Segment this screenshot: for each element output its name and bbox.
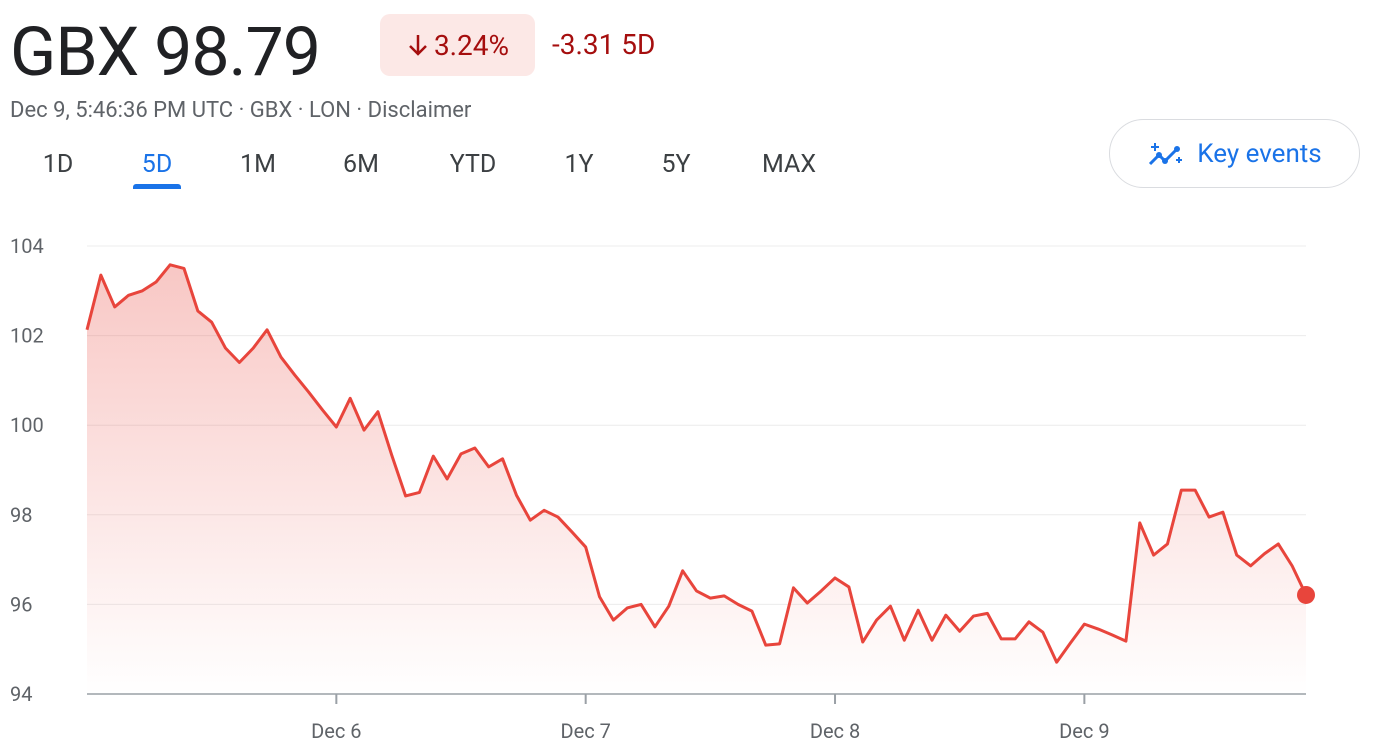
change-percent: 3.24% <box>433 28 510 62</box>
range-tab[interactable]: 6M <box>343 150 379 179</box>
change-period: 5D <box>621 28 656 61</box>
change-amount: -3.31 <box>552 28 615 61</box>
range-tab[interactable]: 5D <box>141 150 173 179</box>
range-tab[interactable]: YTD <box>449 150 497 179</box>
x-tick-label: Dec 9 <box>1059 719 1109 743</box>
x-tick-label: Dec 7 <box>560 719 610 743</box>
down-arrow <box>409 35 427 56</box>
range-tab[interactable]: 1Y <box>564 150 594 179</box>
tab-underline <box>133 184 181 189</box>
y-tick-label: 104 <box>10 234 44 258</box>
key-events-label: Key events <box>1197 138 1322 169</box>
price-line <box>85 263 1308 664</box>
x-tick-label: Dec 8 <box>810 719 860 743</box>
meta-item[interactable]: Disclaimer <box>367 98 472 123</box>
y-tick-label: 100 <box>10 413 44 437</box>
y-tick-label: 98 <box>10 503 32 527</box>
change-value: -3.31 5D <box>552 28 655 61</box>
y-tick-label: 96 <box>10 592 32 616</box>
separator: · <box>350 98 368 123</box>
key-events-icon <box>1149 142 1183 165</box>
range-tab[interactable]: MAX <box>761 150 817 179</box>
range-tab[interactable]: 1D <box>42 150 74 179</box>
range-tab[interactable]: 1M <box>240 150 276 179</box>
last-point <box>1297 585 1315 604</box>
y-tick-label: 102 <box>10 324 44 348</box>
change-badge: 3.24% <box>380 14 535 76</box>
key-events-button[interactable]: Key events <box>1109 119 1360 188</box>
y-tick-label: 94 <box>10 682 32 706</box>
separator: · <box>233 98 250 123</box>
meta-item: LON <box>308 98 351 123</box>
price-title: GBX 98.79 <box>10 12 321 92</box>
meta-line: Dec 9, 5:46:36 PM UTC · GBX · LON · Disc… <box>10 98 471 123</box>
separator: · <box>292 98 309 123</box>
x-tick-label: Dec 6 <box>311 719 361 743</box>
range-tab[interactable]: 5Y <box>661 150 691 179</box>
meta-item: GBX <box>249 98 293 123</box>
area-fill <box>87 264 1306 694</box>
meta-item: Dec 9, 5:46:36 PM UTC <box>10 98 234 123</box>
